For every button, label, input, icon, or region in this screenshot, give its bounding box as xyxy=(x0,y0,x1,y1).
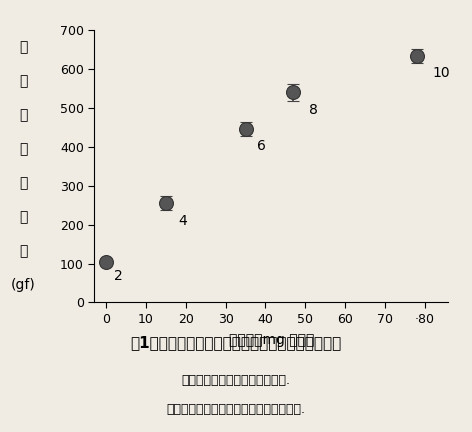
Text: 6: 6 xyxy=(258,140,266,153)
Text: 図中の数字は定植後日数を示す.: 図中の数字は定植後日数を示す. xyxy=(182,374,290,387)
Text: 4: 4 xyxy=(178,214,187,228)
Text: 抗: 抗 xyxy=(19,210,28,224)
Text: 8: 8 xyxy=(309,102,318,117)
Text: 囱1　定植後の新根発生量引き抜き抵抗値との関係: 囱1 定植後の新根発生量引き抜き抵抗値との関係 xyxy=(130,335,342,350)
X-axis label: 新根重（mg 乾物）: 新根重（mg 乾物） xyxy=(229,333,314,347)
Text: 抜: 抜 xyxy=(19,108,28,122)
Text: 2: 2 xyxy=(114,270,123,283)
Text: 10: 10 xyxy=(432,66,450,79)
Text: き: き xyxy=(19,142,28,156)
Text: 引: 引 xyxy=(19,40,28,54)
Text: (gf): (gf) xyxy=(11,278,36,292)
Text: 抵: 抵 xyxy=(19,176,28,191)
Text: 測定値はブランク値を引いた値で示した.: 測定値はブランク値を引いた値で示した. xyxy=(167,403,305,416)
Text: き: き xyxy=(19,74,28,88)
Text: 値: 値 xyxy=(19,245,28,258)
